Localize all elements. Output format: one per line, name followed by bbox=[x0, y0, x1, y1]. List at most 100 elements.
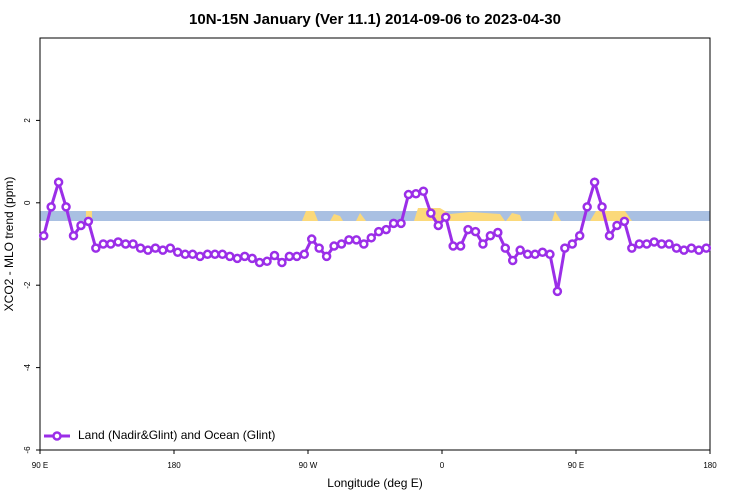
data-point bbox=[128, 239, 138, 249]
data-point bbox=[418, 186, 429, 197]
data-point bbox=[411, 188, 421, 199]
data-point bbox=[470, 226, 481, 237]
data-point bbox=[158, 245, 168, 255]
data-point bbox=[344, 235, 354, 245]
data-point bbox=[627, 243, 637, 253]
data-point bbox=[500, 243, 511, 253]
data-point bbox=[202, 249, 213, 260]
data-point bbox=[299, 249, 310, 260]
data-point bbox=[187, 249, 198, 260]
data-point bbox=[381, 224, 391, 235]
data-point bbox=[135, 243, 146, 253]
data-point bbox=[351, 235, 362, 245]
data-point bbox=[373, 226, 384, 237]
data-point bbox=[619, 216, 630, 227]
data-point bbox=[68, 231, 79, 241]
y-tick-label: -6 bbox=[23, 446, 32, 454]
y-tick-label: 0 bbox=[23, 200, 32, 205]
data-point bbox=[597, 202, 607, 212]
x-axis-label: Longitude (deg E) bbox=[327, 476, 422, 490]
data-point bbox=[478, 239, 488, 249]
data-point bbox=[46, 202, 56, 212]
data-point bbox=[247, 253, 257, 264]
data-point bbox=[448, 241, 458, 251]
data-point bbox=[530, 249, 540, 260]
data-point bbox=[396, 218, 406, 229]
data-point bbox=[694, 245, 704, 255]
data-point bbox=[649, 237, 659, 247]
data-point bbox=[321, 251, 332, 262]
data-point bbox=[463, 224, 473, 235]
data-point bbox=[679, 245, 689, 255]
data-point bbox=[225, 251, 235, 262]
data-point bbox=[53, 177, 64, 187]
data-point bbox=[359, 239, 369, 249]
data-point bbox=[329, 241, 339, 251]
data-point bbox=[98, 239, 109, 249]
data-point bbox=[567, 239, 578, 249]
data-point bbox=[426, 208, 436, 218]
data-point bbox=[284, 251, 295, 262]
data-point bbox=[455, 241, 466, 251]
data-point bbox=[388, 218, 399, 229]
data-point bbox=[113, 237, 123, 247]
data-point bbox=[612, 220, 622, 231]
x-tick-label: 90 W bbox=[299, 461, 318, 470]
data-point bbox=[507, 255, 518, 266]
data-point bbox=[61, 202, 71, 212]
x-tick-label: 90 E bbox=[568, 461, 584, 470]
data-point bbox=[83, 216, 94, 227]
legend-label: Land (Nadir&Glint) and Ocean (Glint) bbox=[78, 428, 275, 442]
data-point bbox=[552, 286, 563, 297]
data-point bbox=[180, 249, 190, 260]
data-point bbox=[269, 250, 280, 261]
data-point bbox=[440, 212, 451, 222]
data-point bbox=[262, 256, 272, 267]
data-point bbox=[403, 189, 414, 200]
data-point bbox=[306, 234, 317, 244]
data-point bbox=[589, 177, 600, 187]
data-point bbox=[574, 231, 585, 241]
data-point bbox=[210, 249, 220, 260]
data-point bbox=[686, 243, 697, 253]
data-point bbox=[239, 251, 250, 262]
data-point bbox=[545, 249, 555, 260]
x-tick-label: 180 bbox=[703, 461, 717, 470]
data-point bbox=[671, 243, 682, 253]
data-point bbox=[150, 243, 161, 253]
data-point bbox=[165, 243, 176, 253]
data-point bbox=[38, 231, 49, 241]
data-point bbox=[143, 245, 153, 255]
data-point bbox=[604, 231, 615, 241]
data-point bbox=[314, 243, 324, 253]
legend-marker bbox=[52, 431, 62, 441]
data-point bbox=[433, 220, 444, 231]
data-point bbox=[91, 243, 101, 253]
data-point bbox=[336, 239, 347, 249]
data-point bbox=[120, 239, 131, 249]
plot-frame bbox=[39, 37, 711, 451]
data-point bbox=[277, 257, 287, 268]
y-tick-label: 2 bbox=[23, 118, 32, 123]
y-tick-label: -4 bbox=[23, 363, 32, 371]
data-point bbox=[664, 239, 674, 249]
y-axis-label: XCO2 - MLO trend (ppm) bbox=[2, 177, 16, 312]
data-point bbox=[292, 251, 302, 262]
data-point bbox=[560, 243, 570, 253]
data-point bbox=[172, 247, 183, 257]
chart-title: 10N-15N January (Ver 11.1) 2014-09-06 to… bbox=[189, 11, 561, 28]
data-point bbox=[217, 249, 228, 260]
x-tick-label: 0 bbox=[440, 461, 445, 470]
data-point bbox=[76, 220, 86, 231]
data-point bbox=[254, 257, 265, 268]
data-point bbox=[485, 231, 496, 241]
x-tick-label: 180 bbox=[167, 461, 181, 470]
data-point bbox=[195, 251, 205, 262]
data-point bbox=[515, 245, 525, 255]
data-point bbox=[232, 253, 243, 264]
data-point bbox=[493, 227, 503, 238]
data-point bbox=[582, 202, 592, 212]
y-tick-label: -2 bbox=[23, 281, 32, 289]
data-point bbox=[634, 239, 645, 249]
